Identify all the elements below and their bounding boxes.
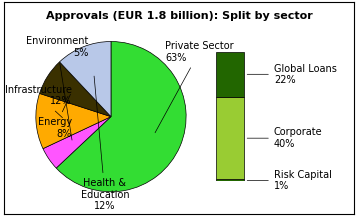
- Text: Health &
Education
12%: Health & Education 12%: [81, 76, 129, 211]
- Text: Private Sector
63%: Private Sector 63%: [155, 41, 234, 133]
- Wedge shape: [36, 94, 111, 149]
- Bar: [216, 179, 245, 181]
- Text: Approvals (EUR 1.8 billion): Split by sector: Approvals (EUR 1.8 billion): Split by se…: [45, 11, 313, 21]
- Text: Environment
5%: Environment 5%: [26, 37, 88, 140]
- Wedge shape: [43, 117, 111, 168]
- Bar: [216, 97, 245, 179]
- Wedge shape: [56, 41, 186, 192]
- Text: Energy
8%: Energy 8%: [38, 94, 72, 139]
- Text: Corporate
40%: Corporate 40%: [247, 127, 323, 149]
- Bar: [216, 52, 245, 97]
- Wedge shape: [59, 41, 111, 117]
- Wedge shape: [39, 62, 111, 117]
- Text: Risk Capital
1%: Risk Capital 1%: [247, 170, 332, 191]
- Text: Infrastructure
12%: Infrastructure 12%: [5, 85, 72, 118]
- Text: Global Loans
22%: Global Loans 22%: [247, 64, 337, 85]
